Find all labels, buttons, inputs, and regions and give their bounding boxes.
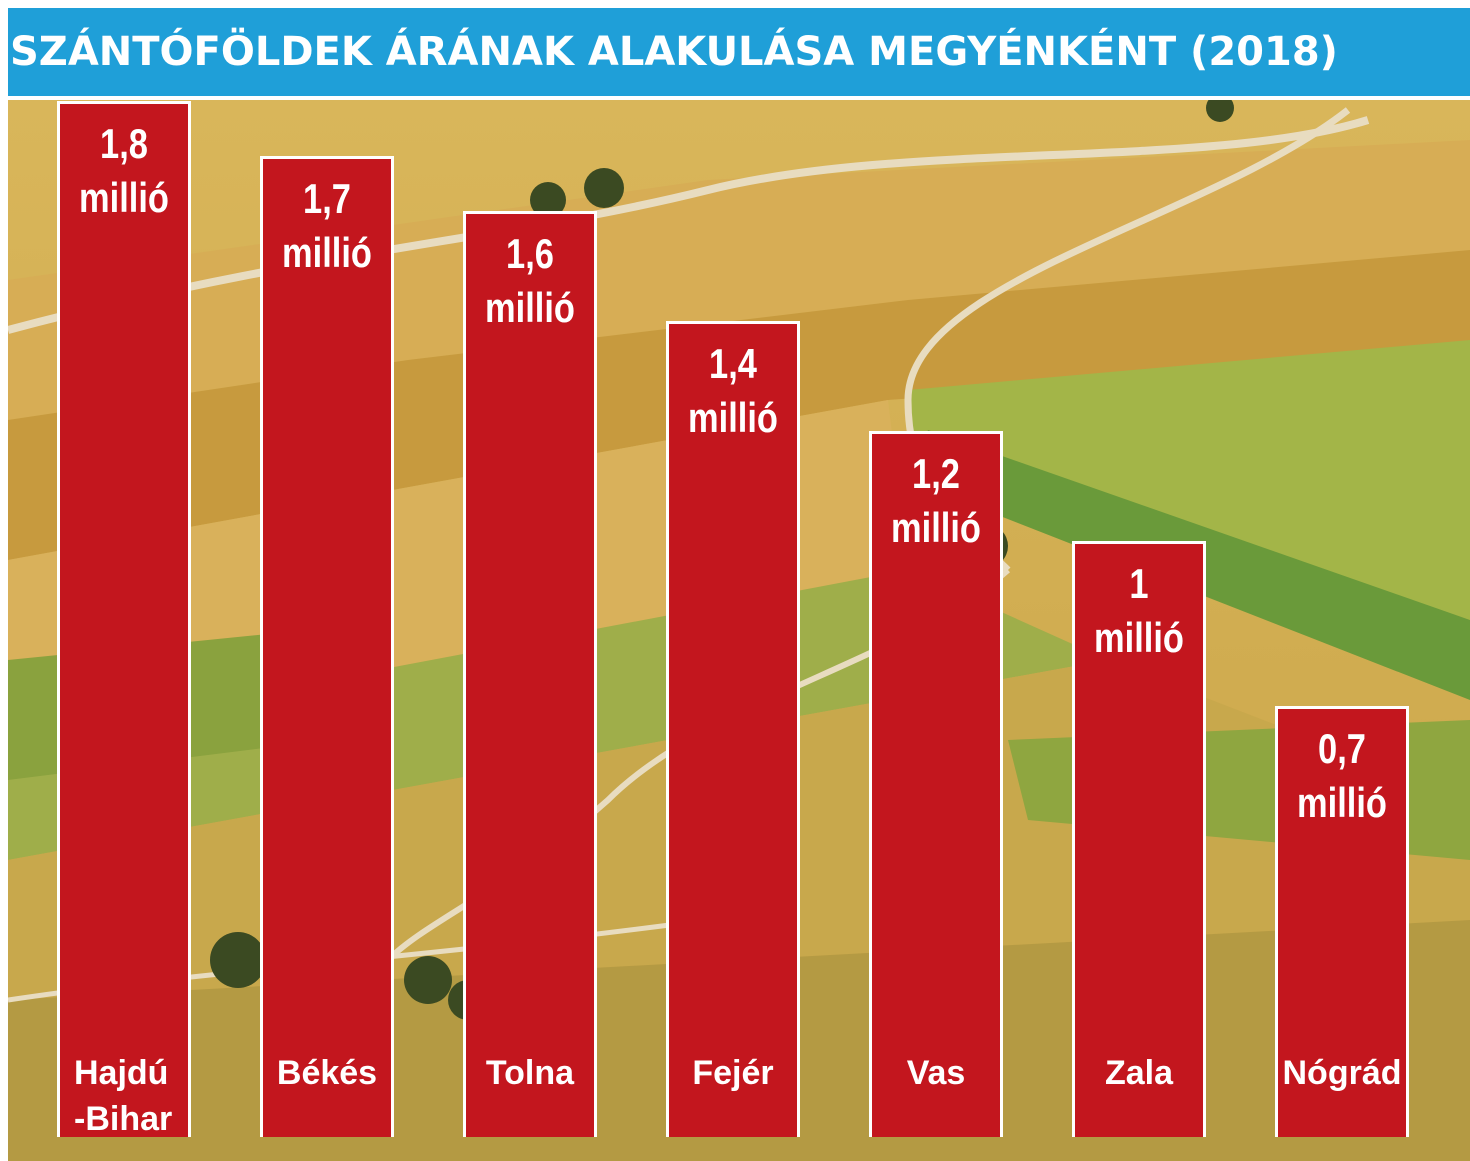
value-unit-label: millió: [688, 394, 778, 441]
category-label: Zala: [1104, 1054, 1174, 1092]
category-label: Fejér: [692, 1054, 774, 1092]
value-unit-label: millió: [1297, 779, 1387, 826]
bar-zala: 1 millió Zala: [1072, 541, 1206, 1137]
bar-vas: 1,2 millió Vas: [869, 431, 1003, 1137]
value-label: 0,7: [1318, 725, 1366, 772]
value-unit-label: millió: [79, 174, 169, 221]
value-label: 1,4: [709, 340, 757, 387]
category-label: Hajdú: [74, 1054, 169, 1092]
bar-nógrád: 0,7 millió Nógrád: [1275, 706, 1409, 1137]
value-unit-label: millió: [1094, 614, 1184, 661]
value-label: 1,8: [100, 120, 148, 167]
value-label: 1,6: [506, 230, 554, 277]
title-bar: SZÁNTÓFÖLDEK ÁRÁNAK ALAKULÁSA MEGYÉNKÉNT…: [8, 8, 1470, 100]
bar-series: 1,8 millió Hajdú -Bihar 1,7 millió Békés 1,6 mil…: [8, 100, 1470, 1161]
category-label: Nógrád: [1282, 1054, 1402, 1092]
value-label: 1: [1129, 560, 1149, 607]
category-label: Vas: [906, 1054, 966, 1092]
category-label: Békés: [276, 1054, 378, 1092]
value-unit-label: millió: [485, 284, 575, 331]
bar-fejér: 1,4 millió Fejér: [666, 321, 800, 1137]
value-unit-label: millió: [891, 504, 981, 551]
category-label: -Bihar: [74, 1100, 173, 1138]
bar-tolna: 1,6 millió Tolna: [463, 211, 597, 1137]
value-label: 1,2: [912, 450, 960, 497]
chart-title: SZÁNTÓFÖLDEK ÁRÁNAK ALAKULÁSA MEGYÉNKÉNT…: [10, 29, 1338, 75]
category-label: Tolna: [485, 1054, 575, 1092]
bar-békés: 1,7 millió Békés: [260, 156, 394, 1137]
value-unit-label: millió: [282, 229, 372, 276]
bar-hajdú-bihar: 1,8 millió Hajdú -Bihar: [57, 101, 191, 1138]
value-label: 1,7: [303, 175, 351, 222]
